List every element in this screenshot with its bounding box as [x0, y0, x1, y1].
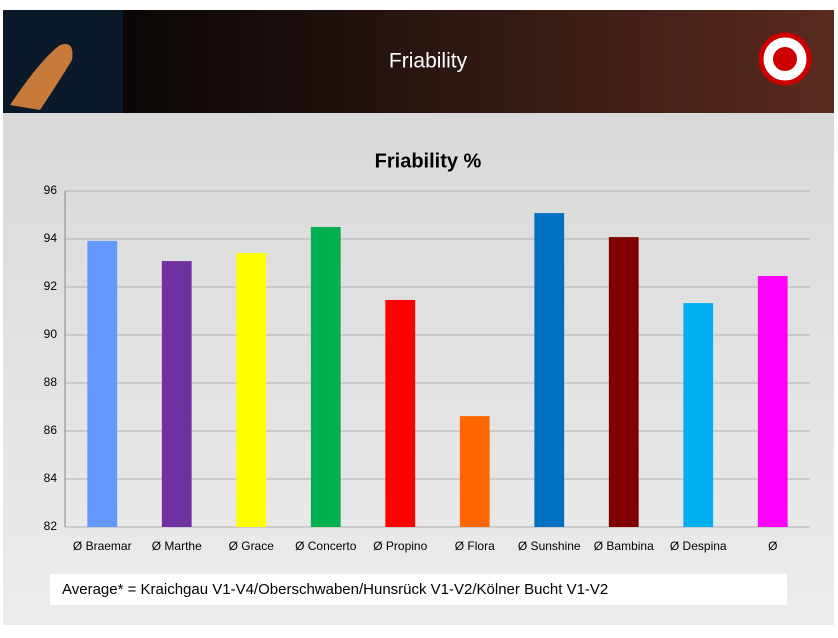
- bar: [310, 227, 341, 527]
- x-tick-label: Ø Braemar: [73, 539, 132, 553]
- bar: [608, 237, 639, 527]
- x-tick-label: Ø Concerto: [295, 539, 357, 553]
- bar: [534, 213, 565, 527]
- header-band: [3, 10, 834, 113]
- bar: [87, 240, 118, 528]
- bar: [161, 261, 192, 527]
- x-tick-label: Ø: [768, 539, 777, 553]
- chart-title: Friability %: [375, 150, 482, 172]
- bar: [459, 416, 490, 527]
- bar: [757, 275, 788, 527]
- finger-image: [10, 44, 73, 110]
- y-tick-label: 96: [44, 183, 58, 197]
- bar: [236, 252, 267, 528]
- x-tick-label: Ø Flora: [455, 539, 495, 553]
- y-tick-label: 94: [44, 231, 58, 245]
- y-tick-label: 92: [44, 279, 58, 293]
- y-tick-label: 90: [44, 327, 58, 341]
- y-tick-label: 88: [44, 375, 58, 389]
- slide-title: Friability: [389, 50, 468, 73]
- logo-center: [773, 47, 797, 71]
- bar: [683, 303, 714, 527]
- y-tick-label: 84: [44, 471, 58, 485]
- y-tick-label: 82: [44, 519, 58, 533]
- x-tick-label: Ø Bambina: [594, 539, 654, 553]
- x-tick-label: Ø Sunshine: [518, 539, 581, 553]
- y-tick-label: 86: [44, 423, 58, 437]
- bar: [385, 299, 416, 527]
- x-tick-label: Ø Marthe: [152, 539, 202, 553]
- x-tick-label: Ø Despina: [670, 539, 727, 553]
- footnote-box: [50, 574, 787, 605]
- footnote: Average* = Kraichgau V1-V4/Oberschwaben/…: [62, 581, 608, 598]
- x-tick-label: Ø Propino: [373, 539, 427, 553]
- x-tick-label: Ø Grace: [229, 539, 275, 553]
